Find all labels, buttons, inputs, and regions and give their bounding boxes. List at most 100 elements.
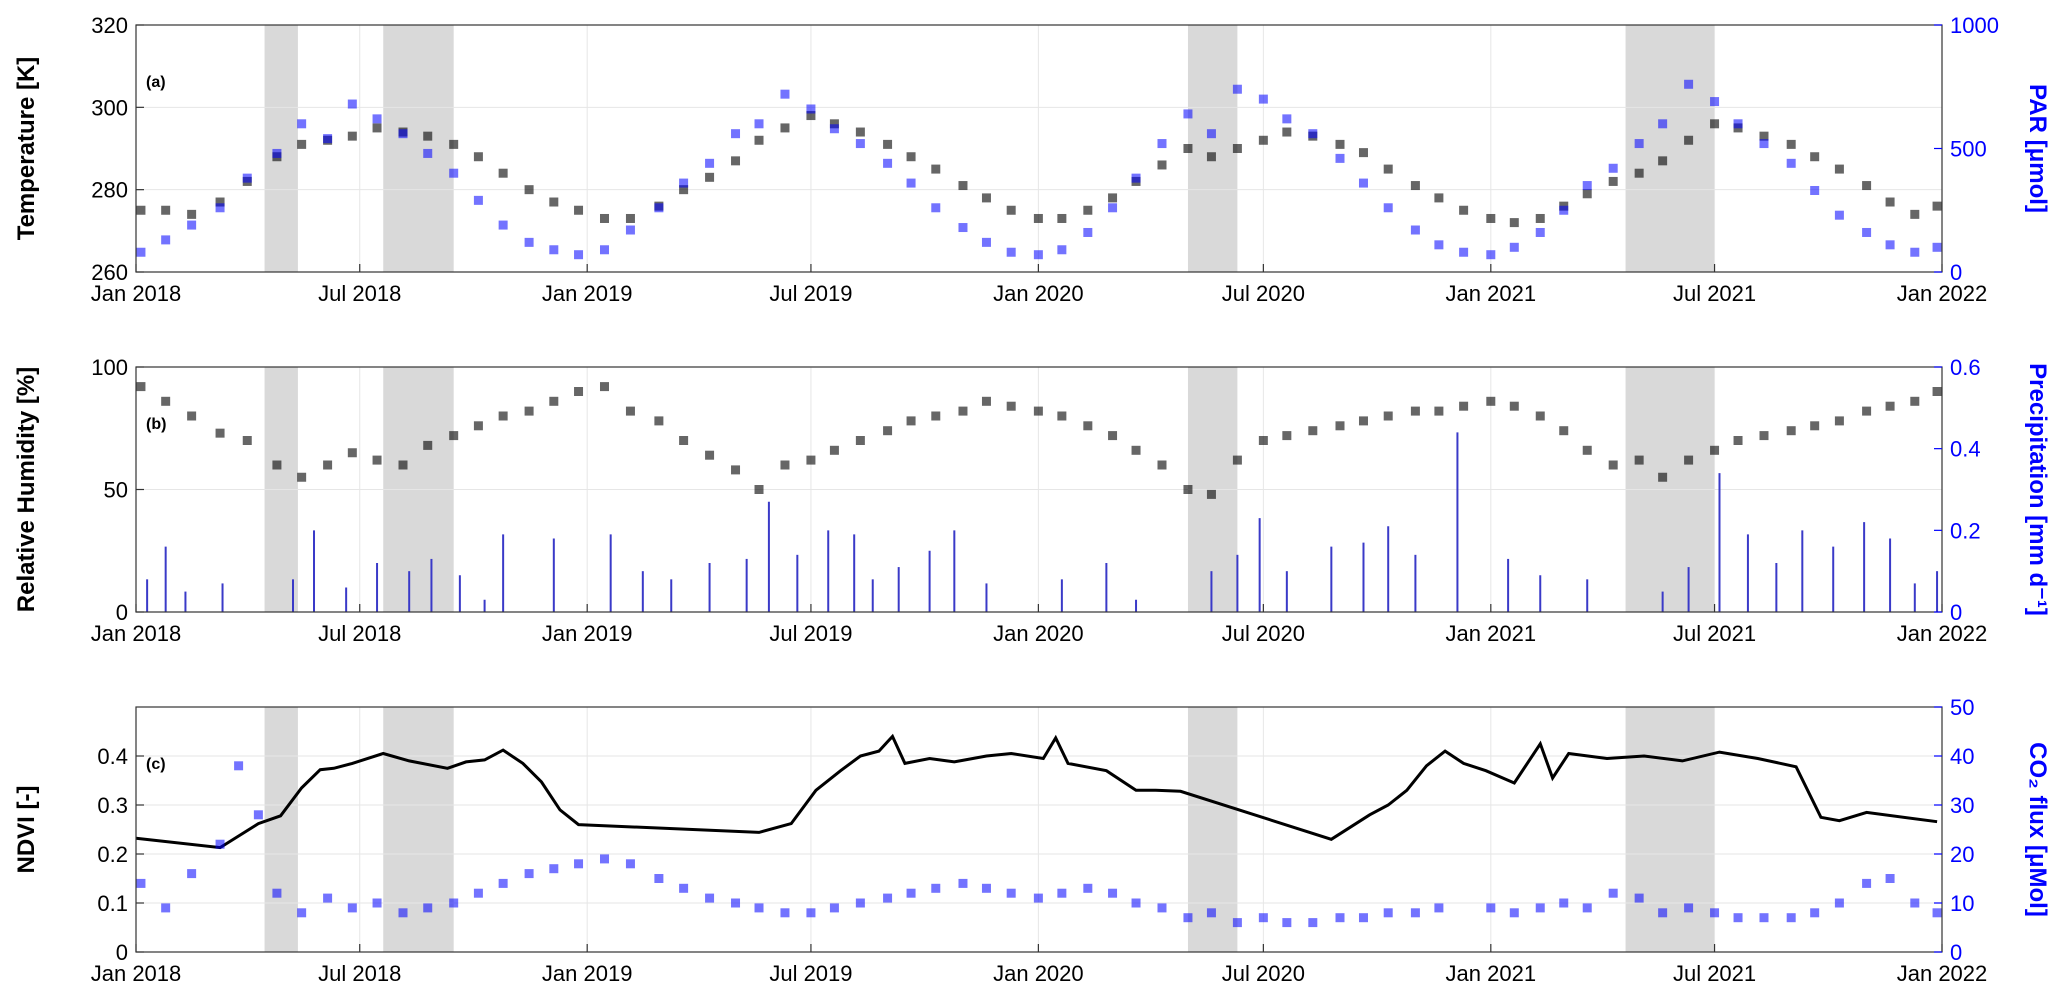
data-point	[1157, 460, 1167, 470]
data-point	[372, 114, 382, 124]
data-point	[136, 878, 146, 888]
data-point	[473, 152, 483, 162]
x-tick-label: Jan 2021	[1446, 961, 1537, 986]
y-right-tick-label: 0	[1950, 260, 1962, 285]
data-point	[906, 178, 916, 188]
data-point	[449, 431, 459, 441]
x-tick-label: Jul 2020	[1222, 621, 1305, 646]
data-point	[1786, 158, 1796, 168]
x-tick-label: Jan 2018	[91, 961, 182, 986]
data-point	[1282, 127, 1292, 137]
data-point	[731, 465, 741, 475]
data-point	[1083, 421, 1093, 431]
data-point	[1786, 426, 1796, 436]
y-right-axis-title: CO₂ flux [μMol]	[2024, 742, 2051, 917]
panel-1: Jan 2018 Jul 2018 Jan 2019 Jul 2019 Jan 2020…	[13, 13, 2051, 306]
data-point	[1634, 139, 1644, 149]
data-point	[1810, 152, 1820, 162]
y-left-tick-label: 320	[91, 13, 128, 38]
x-tick-label: Jan 2019	[542, 621, 633, 646]
data-point	[498, 878, 508, 888]
data-point	[1910, 247, 1920, 257]
data-point	[1684, 455, 1694, 465]
data-point	[1759, 139, 1769, 149]
data-point	[272, 888, 282, 898]
data-point	[1459, 401, 1469, 411]
data-point	[1862, 878, 1872, 888]
data-point	[242, 173, 252, 183]
data-point	[498, 220, 508, 230]
data-point	[1006, 205, 1016, 215]
data-point	[1634, 893, 1644, 903]
data-point	[549, 197, 559, 207]
x-tick-label: Jan 2018	[91, 281, 182, 306]
data-point	[423, 903, 433, 913]
data-point	[272, 460, 282, 470]
data-point	[829, 903, 839, 913]
x-tick-label: Jan 2022	[1897, 961, 1988, 986]
data-point	[473, 195, 483, 205]
series-2	[136, 79, 1942, 260]
y-right-axis-title: Precipitation [mm d⁻¹]	[2024, 363, 2051, 616]
panel-label: (c)	[146, 756, 166, 773]
data-point	[958, 878, 968, 888]
data-point	[1282, 431, 1292, 441]
y-left-axis-title: Temperature [K]	[13, 57, 40, 241]
y-right-tick-label: 0.6	[1950, 355, 1981, 380]
data-point	[215, 203, 225, 213]
y-right-tick-label: 1000	[1950, 13, 1999, 38]
x-tick-label: Jan 2020	[993, 621, 1084, 646]
x-tick-label: Jan 2019	[542, 281, 633, 306]
data-point	[1486, 903, 1496, 913]
y-left-tick-label: 0.2	[97, 842, 128, 867]
data-point	[187, 209, 197, 219]
data-point	[1710, 97, 1720, 107]
y-left-axis-title: NDVI [-]	[13, 786, 40, 874]
data-point	[731, 898, 741, 908]
data-point	[1658, 119, 1668, 129]
data-point	[1733, 913, 1743, 923]
data-point	[1559, 898, 1569, 908]
data-point	[1786, 139, 1796, 149]
data-point	[1535, 227, 1545, 237]
data-point	[1932, 387, 1942, 396]
data-point	[1862, 406, 1872, 416]
x-tick-label: Jul 2018	[318, 281, 401, 306]
data-point	[574, 205, 584, 215]
data-point	[931, 164, 941, 174]
data-point	[1358, 913, 1368, 923]
data-point	[187, 411, 197, 421]
data-point	[215, 197, 225, 207]
data-point	[1335, 153, 1345, 163]
x-tick-label: Jan 2022	[1897, 281, 1988, 306]
data-point	[1810, 908, 1820, 918]
data-point	[1786, 913, 1796, 923]
data-point	[1282, 114, 1292, 124]
data-point	[1733, 436, 1743, 445]
y-right-tick-label: 0.2	[1950, 518, 1981, 543]
data-point	[1282, 918, 1292, 928]
data-point	[398, 460, 408, 470]
data-point	[136, 382, 146, 392]
data-point	[347, 448, 357, 458]
x-tick-label: Jul 2021	[1673, 961, 1756, 986]
data-point	[323, 460, 333, 470]
data-point	[1559, 426, 1569, 436]
x-tick-label: Jan 2020	[993, 961, 1084, 986]
data-point	[1410, 225, 1420, 235]
data-point	[1834, 898, 1844, 908]
y-right-tick-label: 0	[1950, 940, 1962, 965]
ndvi-line	[135, 733, 1938, 850]
panel-label: (b)	[146, 416, 166, 433]
data-point	[1932, 201, 1942, 211]
x-tick-label: Jul 2018	[318, 961, 401, 986]
data-point	[423, 148, 433, 158]
data-point	[1083, 883, 1093, 893]
data-point	[1033, 250, 1043, 260]
data-point	[981, 237, 991, 247]
data-point	[215, 839, 225, 849]
data-point	[1459, 205, 1469, 215]
data-point	[1057, 411, 1067, 421]
data-point	[1183, 144, 1193, 153]
data-point	[981, 396, 991, 406]
